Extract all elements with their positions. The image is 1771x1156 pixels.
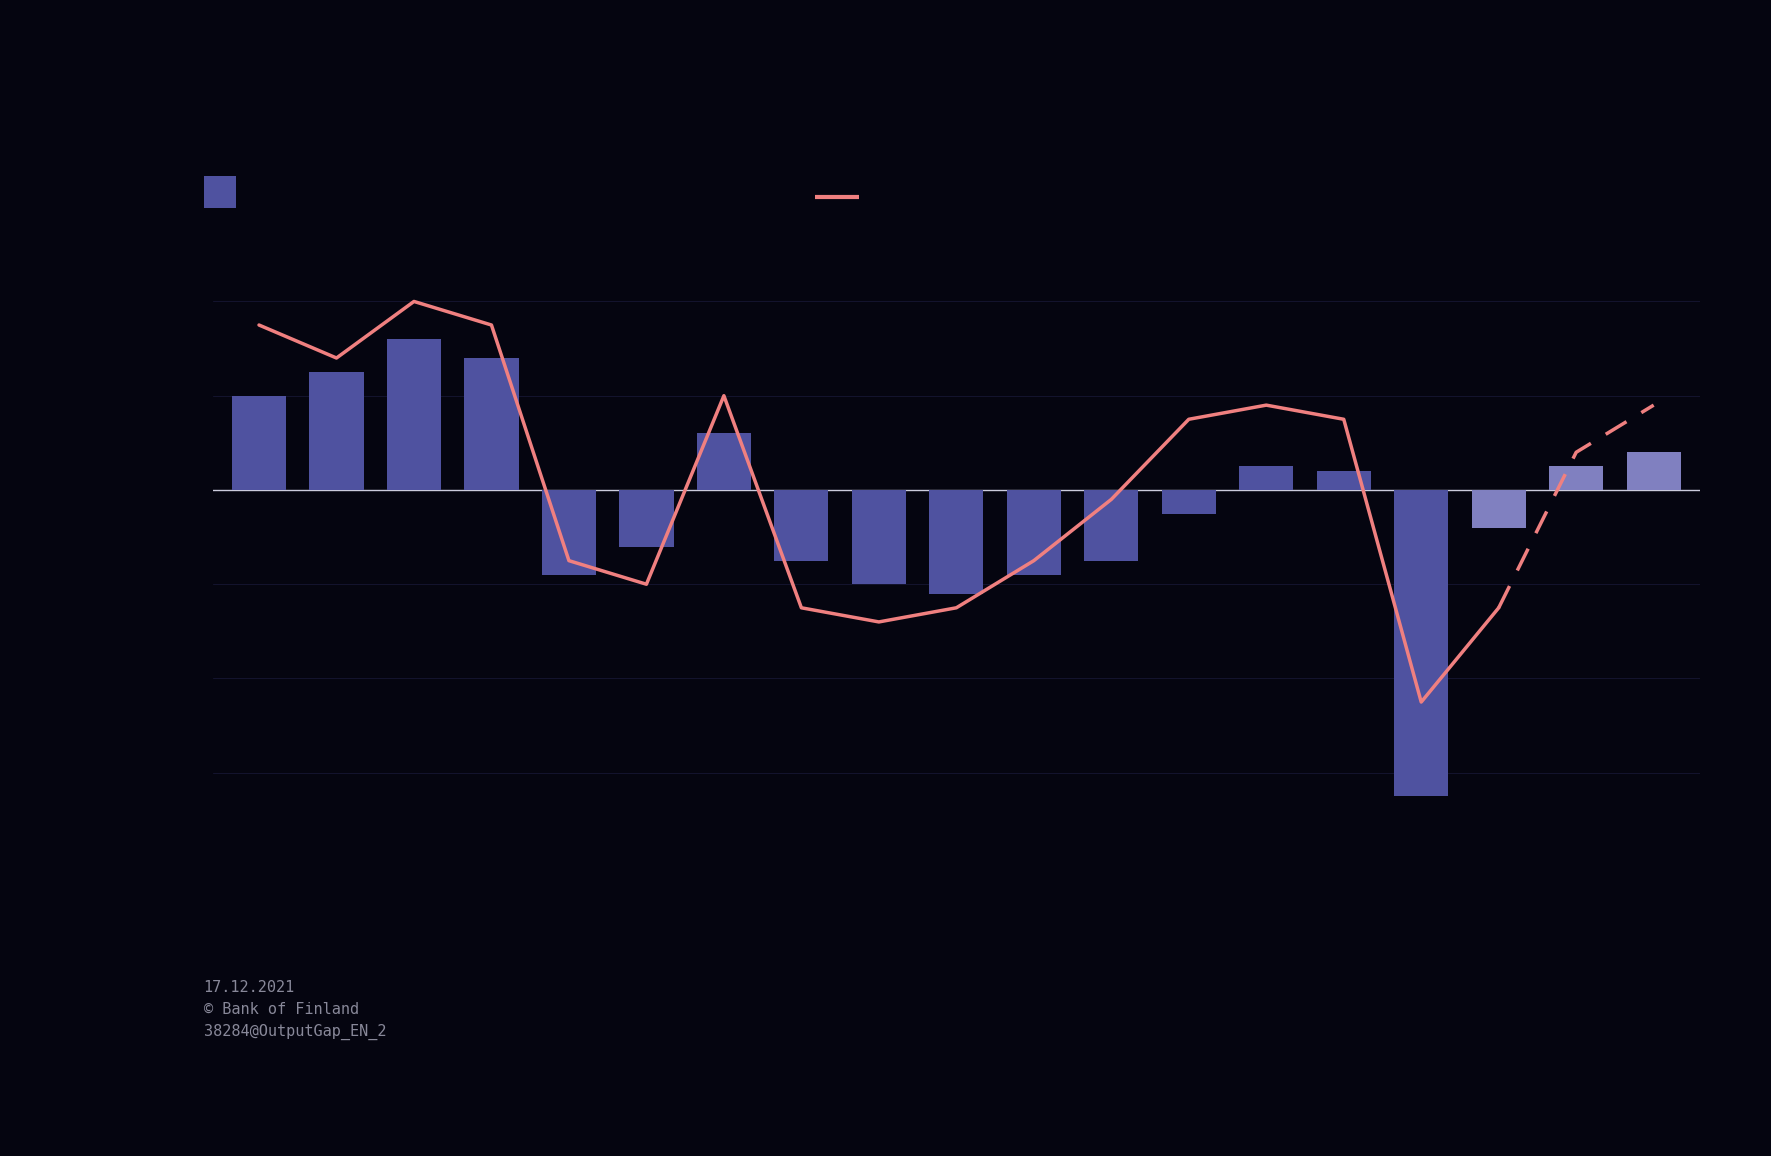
Bar [542,490,597,575]
Bar [1472,490,1527,527]
Bar [1084,490,1139,561]
Bar [1316,472,1371,490]
Bar [930,490,983,594]
Bar [1626,452,1681,490]
Bar [1394,490,1449,796]
Bar [1006,490,1061,575]
Bar [774,490,829,561]
Bar [310,372,363,490]
Bar [232,395,287,490]
Bar [696,434,751,490]
Bar [386,339,441,490]
Bar [1240,466,1293,490]
Bar [1550,466,1603,490]
Bar [1162,490,1217,513]
Bar [464,358,519,490]
Bar [620,490,673,547]
Bar [852,490,907,584]
Text: 17.12.2021
© Bank of Finland
38284@OutputGap_EN_2: 17.12.2021 © Bank of Finland 38284@Outpu… [204,980,386,1040]
